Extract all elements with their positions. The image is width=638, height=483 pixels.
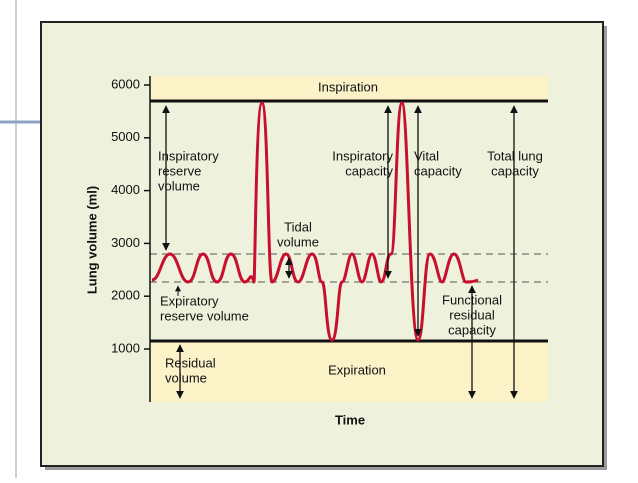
tick-label: 4000 — [111, 182, 140, 197]
annotation: reserve — [158, 163, 201, 178]
annotation: Functional — [442, 292, 502, 307]
annotation: capacity — [448, 322, 496, 337]
annotation: Total lung — [487, 148, 543, 163]
annotation: volume — [277, 234, 319, 249]
annotation: residual — [449, 307, 495, 322]
expiration-band — [150, 341, 548, 402]
tick-label: 6000 — [111, 76, 140, 91]
annotation: Tidal — [284, 219, 312, 234]
tick-label: 5000 — [111, 129, 140, 144]
inspiration-band — [150, 76, 548, 101]
annotation: Expiratory — [160, 293, 219, 308]
x-axis-label: Time — [335, 412, 365, 427]
annotation: capacity — [491, 163, 539, 178]
annotation: volume — [158, 178, 200, 193]
tick-label: 2000 — [111, 288, 140, 303]
annotation: Inspiratory — [332, 148, 393, 163]
region-label: Inspiration — [318, 79, 378, 94]
annotation: capacity — [345, 163, 393, 178]
annotation: Vital — [414, 148, 439, 163]
annotation: volume — [165, 370, 207, 385]
region-label: Expiration — [328, 362, 386, 377]
annotation: Inspiratory — [158, 148, 219, 163]
annotation: reserve volume — [160, 308, 249, 323]
tick-label: 3000 — [111, 235, 140, 250]
annotation: capacity — [414, 163, 462, 178]
tick-label: 1000 — [111, 340, 140, 355]
y-axis-label: Lung volume (ml) — [84, 186, 99, 294]
annotation: Residual — [165, 355, 216, 370]
